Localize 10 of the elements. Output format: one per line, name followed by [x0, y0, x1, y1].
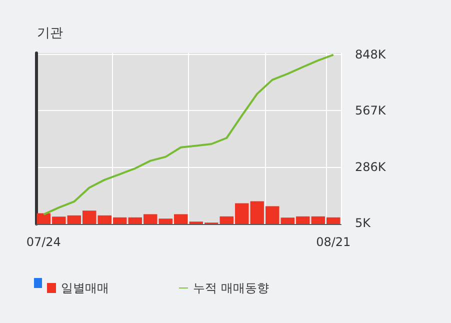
line-series: [42, 54, 334, 216]
legend-label: 일별매매: [61, 281, 109, 295]
y-tick-label: 286K: [355, 160, 387, 174]
x-tick-label: 07/24: [26, 235, 61, 249]
y-tick-label: 5K: [355, 216, 372, 230]
chart-title: 기관: [37, 26, 63, 41]
y-tick-label: 848K: [355, 47, 387, 62]
x-tick-label: 08/21: [316, 235, 351, 249]
legend-label: 누적 매매동향: [193, 281, 269, 295]
y-tick-label: 567K: [355, 104, 387, 118]
